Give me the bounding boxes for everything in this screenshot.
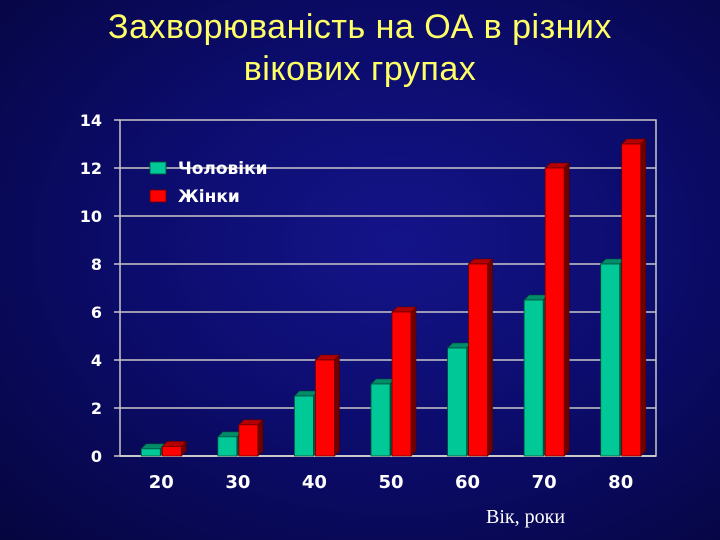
x-axis-label: Вік, роки [486,506,566,528]
x-tick-label: 80 [608,472,633,493]
x-tick-label: 50 [378,472,403,493]
bar-men-70 [523,294,549,457]
x-tick-label: 70 [532,472,557,493]
y-tick-label: 2 [91,399,102,418]
bar-women-60 [467,258,494,457]
y-tick-label: 0 [91,447,102,466]
bar-men-60 [446,342,473,457]
bar-women-80 [620,138,647,457]
bar-women-20 [161,440,188,457]
legend-label-men: Чоловіки [178,159,268,179]
bar-men-30 [217,431,243,457]
chart-title-line-1: Захворюваність на ОА в різних [108,8,612,46]
y-tick-label: 14 [80,111,102,130]
legend-swatch-women [149,189,167,203]
x-tick-label: 60 [455,472,480,493]
y-tick-label: 10 [80,207,102,226]
bar-women-70 [544,162,570,457]
bar-men-20 [140,443,167,457]
y-tick-label: 12 [80,159,102,178]
chart-title-line-2: вікових групах [243,50,477,88]
x-tick-label: 40 [302,472,327,493]
x-tick-label: 30 [225,472,250,493]
legend-swatch-men [149,161,167,175]
y-tick-label: 4 [91,351,102,370]
chart-title: Захворюваність на ОА в різних вікових гр… [60,6,660,90]
bar-women-40 [314,354,341,457]
bar-men-80 [599,258,626,457]
y-tick-label: 6 [91,303,102,322]
bar-women-30 [238,419,264,457]
bar-men-50 [370,378,396,457]
legend-label-women: Жінки [178,187,240,207]
bar-men-40 [293,390,320,457]
y-tick-label: 8 [91,255,102,274]
bar-women-50 [391,306,417,457]
x-tick-label: 20 [149,472,174,493]
